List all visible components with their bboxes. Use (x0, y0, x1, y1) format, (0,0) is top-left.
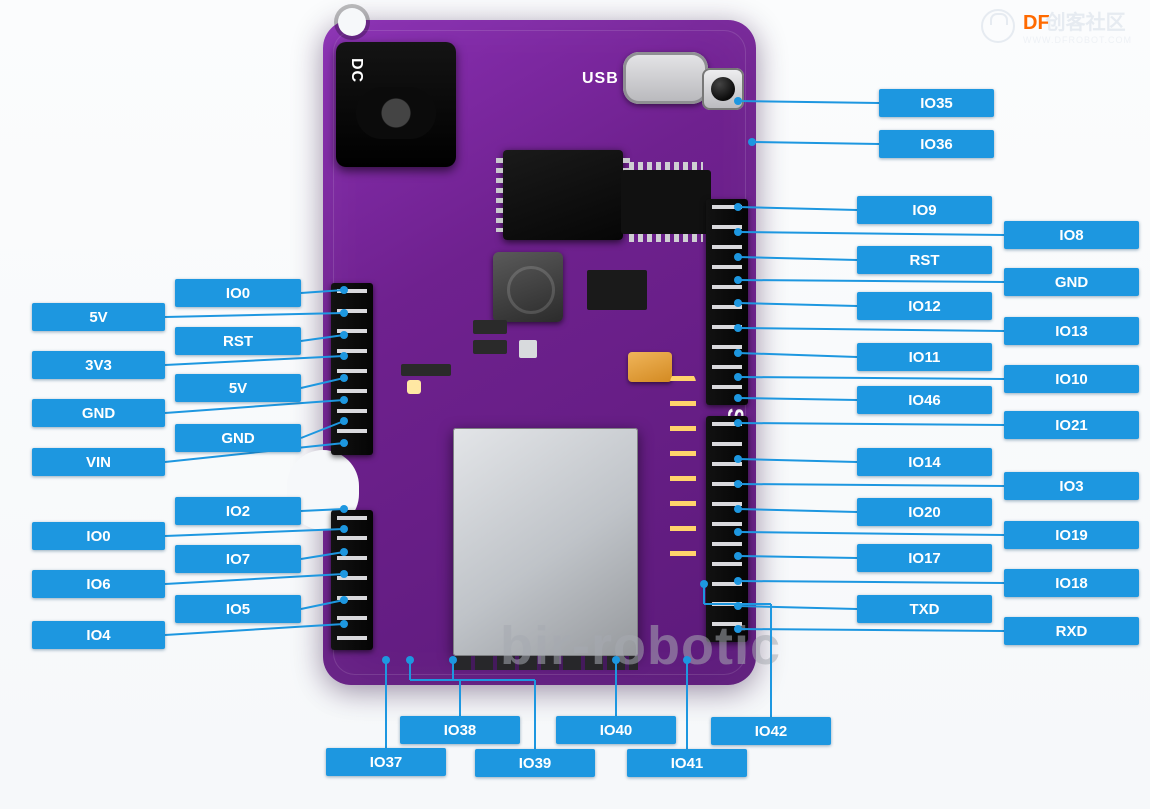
pin-label-io5: IO5 (175, 595, 301, 623)
pin-label-io7: IO7 (175, 545, 301, 573)
pin-label-io20: IO20 (857, 498, 992, 526)
silk-usb: USB (582, 70, 619, 88)
df-logo: DF创客社区 WWW.DFROBOT.COM (981, 6, 1132, 45)
pin-label-io9: IO9 (857, 196, 992, 224)
pin-label-5v: 5V (175, 374, 301, 402)
pin-label-io0: IO0 (175, 279, 301, 307)
header-left-lower (331, 510, 373, 650)
pin-label-5v: 5V (32, 303, 165, 331)
regulator-ic (503, 150, 623, 240)
header-left-upper (331, 283, 373, 455)
pin-label-io3: IO3 (1004, 472, 1139, 500)
pin-label-gnd: GND (32, 399, 165, 427)
pin-label-io36: IO36 (879, 130, 994, 158)
pin-label-io35: IO35 (879, 89, 994, 117)
pin-label-rst: RST (857, 246, 992, 274)
header-right-upper (706, 199, 748, 405)
pin-label-io42: IO42 (711, 717, 831, 745)
pin-label-gnd: GND (175, 424, 301, 452)
pin-label-io37: IO37 (326, 748, 446, 776)
pin-label-3v3: 3V3 (32, 351, 165, 379)
pin-label-io46: IO46 (857, 386, 992, 414)
pin-label-txd: TXD (857, 595, 992, 623)
reset-button (702, 68, 744, 110)
robot-icon (981, 9, 1015, 43)
pin-label-io18: IO18 (1004, 569, 1139, 597)
pin-label-io13: IO13 (1004, 317, 1139, 345)
silk-dc: DC (347, 58, 365, 83)
usb-c-port (623, 52, 708, 104)
pin-label-io39: IO39 (475, 749, 595, 777)
esp32-module (453, 428, 638, 656)
inductor (493, 252, 563, 322)
pin-label-io12: IO12 (857, 292, 992, 320)
pin-label-io11: IO11 (857, 343, 992, 371)
pin-label-vin: VIN (32, 448, 165, 476)
pin-label-io38: IO38 (400, 716, 520, 744)
pin-label-io14: IO14 (857, 448, 992, 476)
pin-label-io0: IO0 (32, 522, 165, 550)
pin-label-rxd: RXD (1004, 617, 1139, 645)
pin-label-gnd: GND (1004, 268, 1139, 296)
esp32-board: DC USB ESP32-S3 (323, 20, 756, 685)
pin-label-io10: IO10 (1004, 365, 1139, 393)
pin-label-io4: IO4 (32, 621, 165, 649)
mounting-hole (338, 8, 366, 36)
pin-label-io19: IO19 (1004, 521, 1139, 549)
crystal (628, 352, 672, 382)
header-right-lower (706, 416, 748, 642)
breakout-vias (670, 370, 696, 570)
pin-label-io17: IO17 (857, 544, 992, 572)
diagram-stage: DC USB ESP32-S3 bir-robotic DF创客社区 WWW.D… (0, 0, 1150, 809)
usb-bridge-ic (621, 170, 711, 234)
pin-label-io40: IO40 (556, 716, 676, 744)
pin-label-io21: IO21 (1004, 411, 1139, 439)
pin-label-io8: IO8 (1004, 221, 1139, 249)
pin-label-io41: IO41 (627, 749, 747, 777)
pin-label-io6: IO6 (32, 570, 165, 598)
pin-label-io2: IO2 (175, 497, 301, 525)
pin-label-rst: RST (175, 327, 301, 355)
